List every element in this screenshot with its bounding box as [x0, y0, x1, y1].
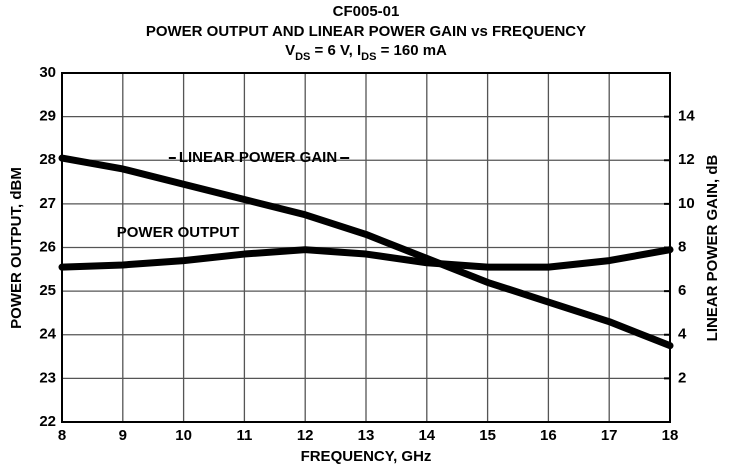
x-tick-label: 15	[479, 427, 496, 444]
x-tick-label: 16	[540, 427, 557, 444]
chart-subtitle: POWER OUTPUT AND LINEAR POWER GAIN vs FR…	[146, 23, 586, 40]
chart-title: CF005-01	[333, 3, 400, 20]
y2-tick-label: 2	[678, 369, 686, 386]
y-tick-label: 26	[39, 238, 56, 255]
y-tick-label: 24	[39, 326, 56, 343]
y-tick-label: 23	[39, 369, 56, 386]
x-tick-label: 12	[297, 427, 314, 444]
x-axis-label: FREQUENCY, GHz	[301, 448, 432, 465]
y2-axis-label: LINEAR POWER GAIN, dB	[704, 155, 721, 342]
y2-tick-label: 14	[678, 108, 695, 125]
y-tick-label: 28	[39, 151, 56, 168]
series-line	[58, 246, 674, 271]
condition-text: V	[285, 42, 295, 59]
x-tick-label: 18	[662, 427, 679, 444]
x-tick-label: 10	[175, 427, 192, 444]
series-label: POWER OUTPUT	[117, 224, 240, 241]
y-tick-label: 27	[39, 195, 56, 212]
conditions: VDS = 6 V, IDS = 160 mA	[285, 42, 447, 63]
y2-tick-label: 12	[678, 151, 695, 168]
y-tick-label: 29	[39, 108, 56, 125]
y2-tick-label: 10	[678, 195, 695, 212]
x-tick-label: 17	[601, 427, 618, 444]
x-tick-label: 13	[358, 427, 375, 444]
y2-tick-label: 6	[678, 282, 686, 299]
x-tick-label: 14	[418, 427, 435, 444]
subscript: DS	[361, 51, 376, 63]
condition-text: = 6 V, I	[310, 42, 361, 59]
y2-tick-label: 8	[678, 238, 686, 255]
series-line	[58, 154, 674, 350]
x-tick-label: 11	[236, 427, 252, 444]
x-tick-label: 9	[119, 427, 127, 444]
subscript: DS	[295, 51, 310, 63]
series-label: LINEAR POWER GAIN	[179, 149, 337, 166]
condition-text: = 160 mA	[376, 42, 447, 59]
x-tick-label: 8	[58, 427, 66, 444]
y-axis-label: POWER OUTPUT, dBM	[8, 167, 25, 329]
y-tick-label: 22	[39, 413, 56, 430]
y-tick-label: 30	[39, 64, 56, 81]
y-tick-label: 25	[39, 282, 56, 299]
y2-tick-label: 4	[678, 326, 687, 343]
